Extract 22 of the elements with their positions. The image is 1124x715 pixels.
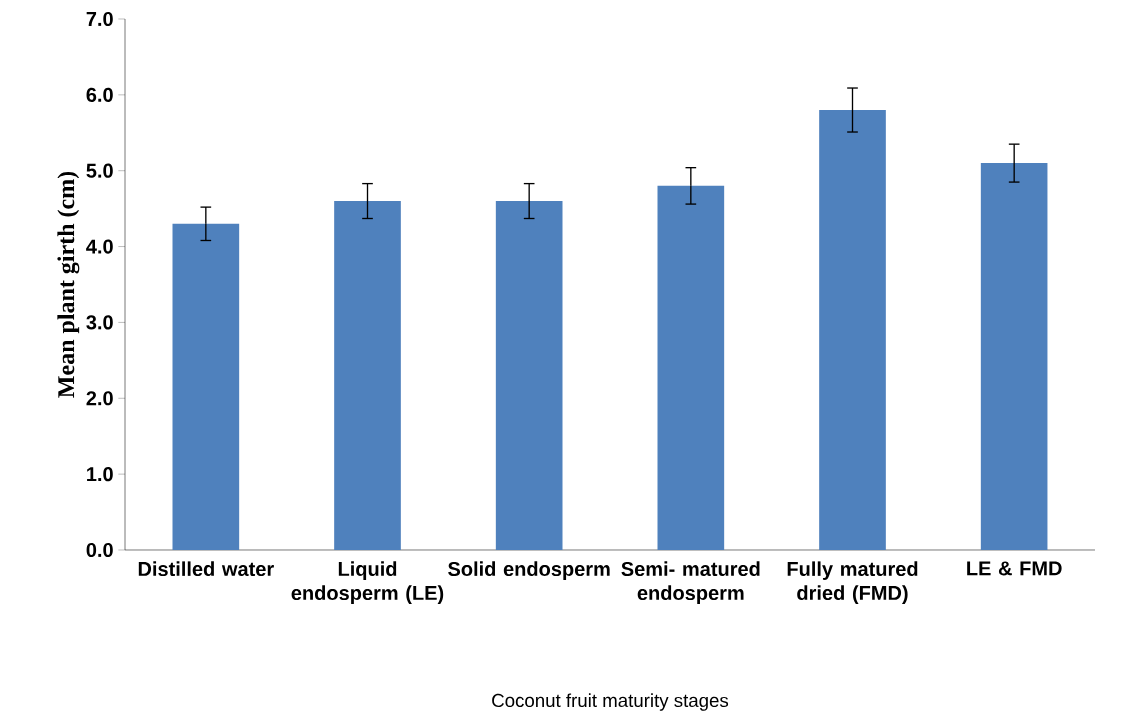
y-tick-label: 2.0	[86, 391, 113, 406]
bar	[172, 223, 240, 550]
x-tick-label: Solid endosperm	[448, 561, 610, 580]
y-tick-label: 7.0	[86, 11, 113, 27]
bar	[334, 201, 401, 550]
bar	[495, 201, 563, 550]
x-tick-label: Semi- matured endosperm	[621, 561, 760, 604]
y-tick-label: 6.0	[86, 87, 113, 102]
x-tick-label: LE & FMD	[967, 561, 1062, 576]
y-tick-label: 3.0	[86, 315, 113, 330]
bar	[657, 185, 725, 550]
y-tick-label: 1.0	[87, 467, 113, 482]
bar	[980, 163, 1048, 550]
y-tick-label: 0.0	[86, 542, 113, 558]
y-tick-label: 5.0	[86, 163, 113, 178]
x-tick-label: Distilled water	[138, 561, 274, 577]
x-tick-label: Fully matured dried (FMD)	[787, 561, 918, 604]
y-tick-label: 4.0	[86, 239, 113, 254]
bar	[819, 110, 886, 550]
y-axis-title: Mean plant girth (cm)	[57, 171, 80, 398]
x-axis-title: Coconut fruit maturity stages	[492, 693, 729, 711]
x-tick-label: Liquid endosperm (LE)	[291, 561, 444, 604]
